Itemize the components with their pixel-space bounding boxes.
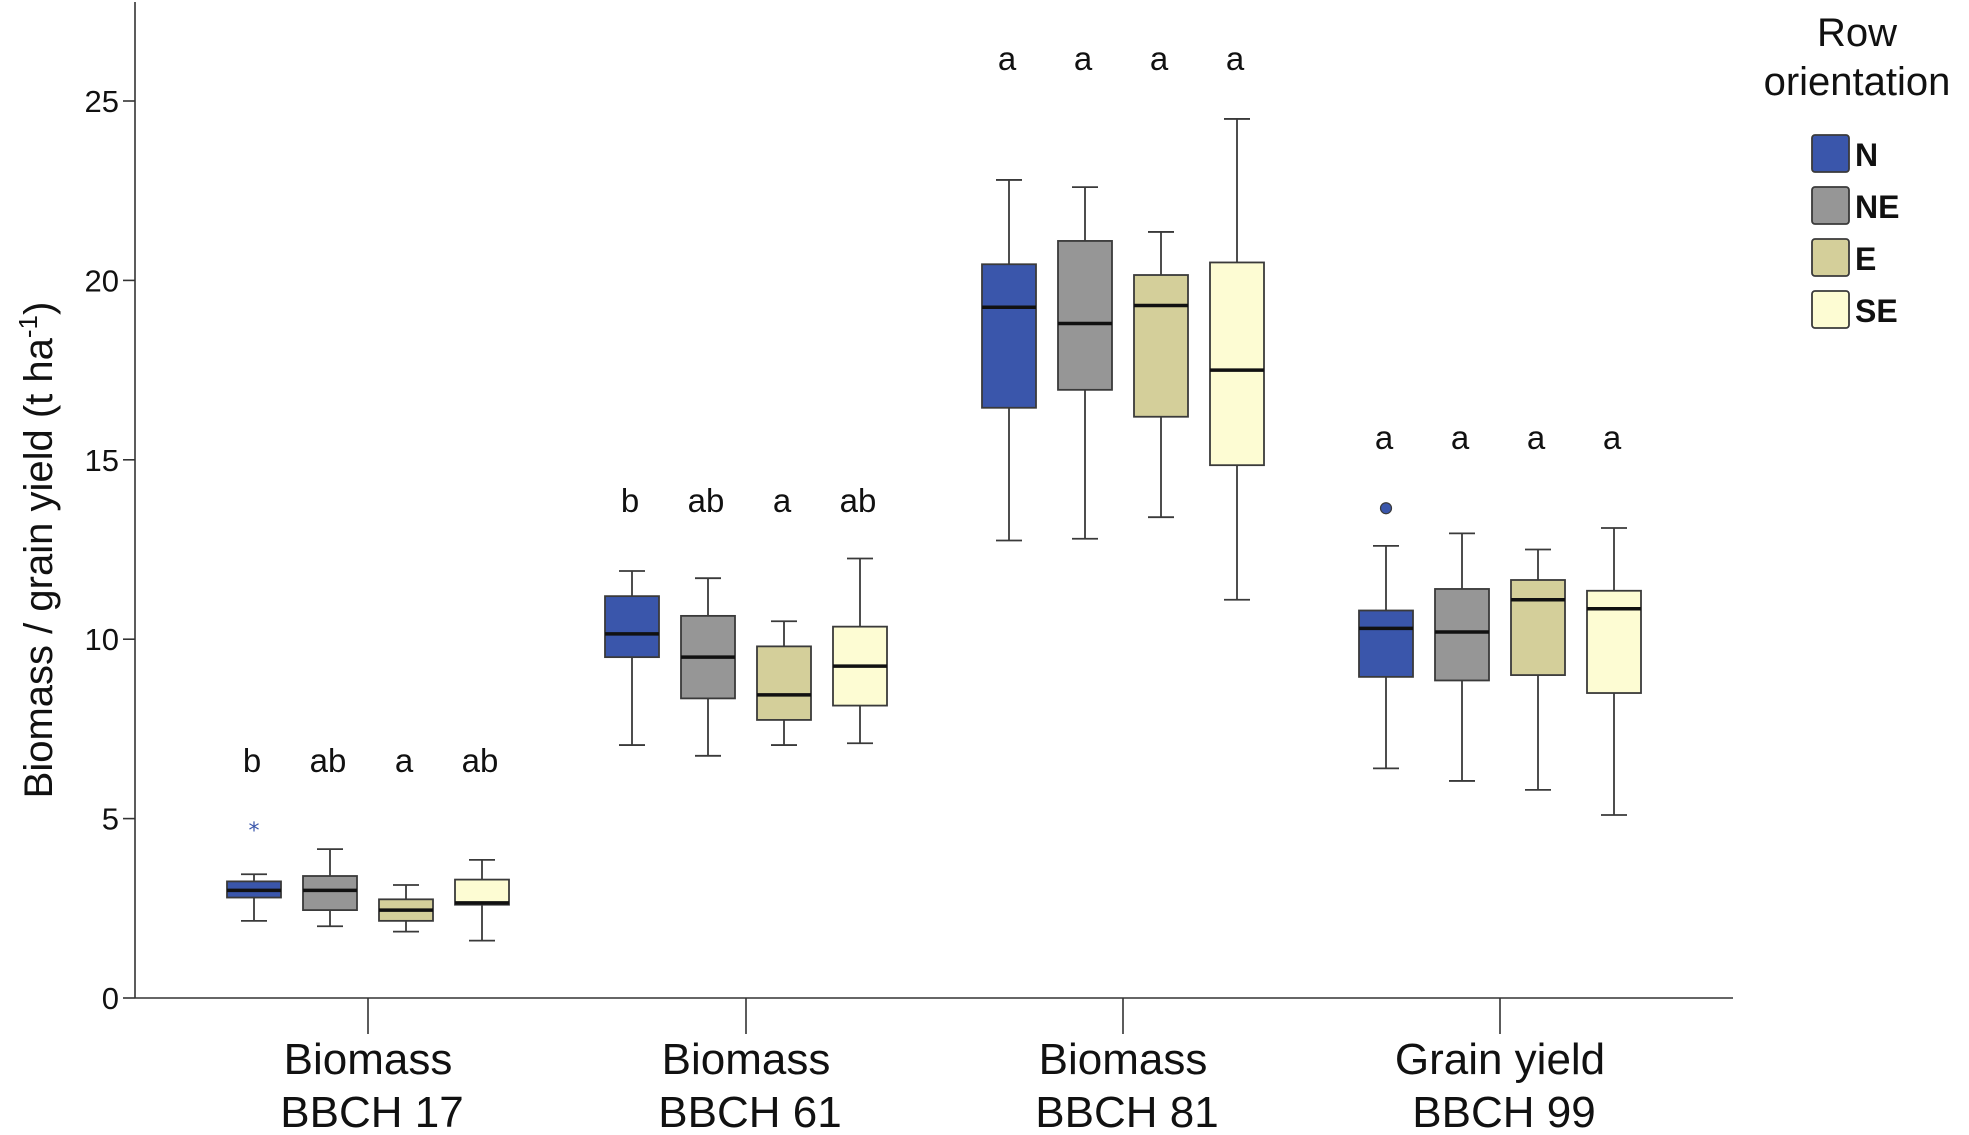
legend-item-N: N bbox=[1811, 134, 1878, 173]
legend-swatch bbox=[1811, 238, 1850, 277]
x-category-label-line2: BBCH 61 bbox=[658, 1088, 841, 1135]
legend-item-NE: NE bbox=[1811, 186, 1899, 225]
legend: Row orientation N NE E SE bbox=[1764, 11, 1951, 329]
box-iqr bbox=[1057, 240, 1113, 391]
y-tick-label: 15 bbox=[85, 443, 119, 478]
y-axis-title-close: ) bbox=[17, 302, 61, 315]
box-SE: ab bbox=[832, 482, 888, 745]
outlier-circle bbox=[1379, 502, 1393, 515]
x-category-label-line1: Grain yield bbox=[1395, 1035, 1605, 1084]
box-N: b bbox=[604, 482, 660, 746]
legend-swatch bbox=[1811, 186, 1850, 225]
significance-letter: a bbox=[998, 40, 1017, 77]
y-tick-label: 20 bbox=[85, 263, 119, 298]
box-iqr bbox=[302, 875, 358, 911]
box-NE: a bbox=[1057, 40, 1113, 540]
significance-letter: b bbox=[243, 742, 261, 779]
x-category-label-line2: BBCH 17 bbox=[280, 1088, 463, 1135]
box-iqr bbox=[1586, 589, 1642, 694]
legend-swatch bbox=[1811, 134, 1850, 173]
box-iqr bbox=[604, 595, 660, 659]
box-E: a bbox=[378, 742, 434, 933]
legend-label: NE bbox=[1855, 189, 1899, 225]
box-NE: ab bbox=[680, 482, 736, 757]
significance-letter: b bbox=[621, 482, 639, 519]
legend-label: SE bbox=[1855, 293, 1898, 329]
box-iqr bbox=[1510, 579, 1566, 676]
significance-letter: a bbox=[773, 482, 792, 519]
y-tick-label: 10 bbox=[85, 622, 119, 657]
x-category-label-line1: Biomass bbox=[284, 1035, 453, 1084]
y-axis-title-superscript: -1 bbox=[13, 315, 43, 338]
x-category-label-line1: Biomass bbox=[662, 1035, 831, 1084]
box-iqr bbox=[454, 878, 510, 906]
significance-letter: a bbox=[1150, 40, 1169, 77]
box-iqr bbox=[1209, 261, 1265, 467]
box-iqr bbox=[1358, 609, 1414, 678]
legend-swatch bbox=[1811, 290, 1850, 329]
box-E: a bbox=[1133, 40, 1189, 519]
box-E: a bbox=[1510, 419, 1566, 791]
plot-area: *b ab a abb ab a aba a a aa a a a bbox=[226, 40, 1642, 942]
significance-letter: a bbox=[1603, 419, 1622, 456]
significance-letter: a bbox=[1527, 419, 1546, 456]
significance-letter: a bbox=[1451, 419, 1470, 456]
x-category-label-line2: BBCH 81 bbox=[1035, 1088, 1218, 1135]
axes bbox=[134, 2, 1733, 999]
y-tick-label: 25 bbox=[85, 84, 119, 119]
legend-item-E: E bbox=[1811, 238, 1876, 277]
y-axis-ticks: 0 5 10 15 20 25 bbox=[85, 84, 135, 1016]
x-category-label-line1: Biomass bbox=[1039, 1035, 1208, 1084]
box-group: b ab a ab bbox=[604, 482, 888, 757]
box-SE: ab bbox=[454, 742, 510, 942]
box-iqr bbox=[1434, 588, 1490, 682]
significance-letter: ab bbox=[462, 742, 499, 779]
significance-letter: a bbox=[1226, 40, 1245, 77]
box-E: a bbox=[756, 482, 812, 746]
significance-letter: a bbox=[1074, 40, 1093, 77]
legend-label: E bbox=[1855, 241, 1876, 277]
box-SE: a bbox=[1586, 419, 1642, 816]
y-tick-label: 0 bbox=[102, 981, 119, 1016]
y-tick-label: 5 bbox=[102, 802, 119, 837]
legend-item-SE: SE bbox=[1811, 290, 1898, 329]
box-N: a bbox=[1358, 419, 1414, 770]
y-axis-title-main: Biomass / grain yield (t ha bbox=[17, 337, 61, 798]
box-iqr bbox=[1133, 274, 1189, 418]
outlier-star: * bbox=[249, 819, 260, 844]
legend-label: N bbox=[1855, 137, 1878, 173]
legend-title-line1: Row bbox=[1817, 11, 1897, 55]
legend-items: N NE E SE bbox=[1811, 134, 1899, 329]
box-NE: ab bbox=[302, 742, 358, 928]
significance-letter: a bbox=[395, 742, 414, 779]
box-N: a bbox=[981, 40, 1037, 542]
box-N: *b bbox=[226, 742, 282, 922]
box-SE: a bbox=[1209, 40, 1265, 601]
significance-letter: ab bbox=[688, 482, 725, 519]
box-iqr bbox=[981, 263, 1037, 409]
box-iqr bbox=[756, 645, 812, 721]
significance-letter: ab bbox=[840, 482, 877, 519]
box-group: *b ab a ab bbox=[226, 742, 510, 942]
box-NE: a bbox=[1434, 419, 1490, 782]
significance-letter: a bbox=[1375, 419, 1394, 456]
x-category-label-line2: BBCH 99 bbox=[1412, 1088, 1595, 1135]
significance-letter: ab bbox=[310, 742, 347, 779]
y-axis-title: Biomass / grain yield (t ha-1) bbox=[13, 302, 61, 799]
legend-title-line2: orientation bbox=[1764, 60, 1951, 104]
